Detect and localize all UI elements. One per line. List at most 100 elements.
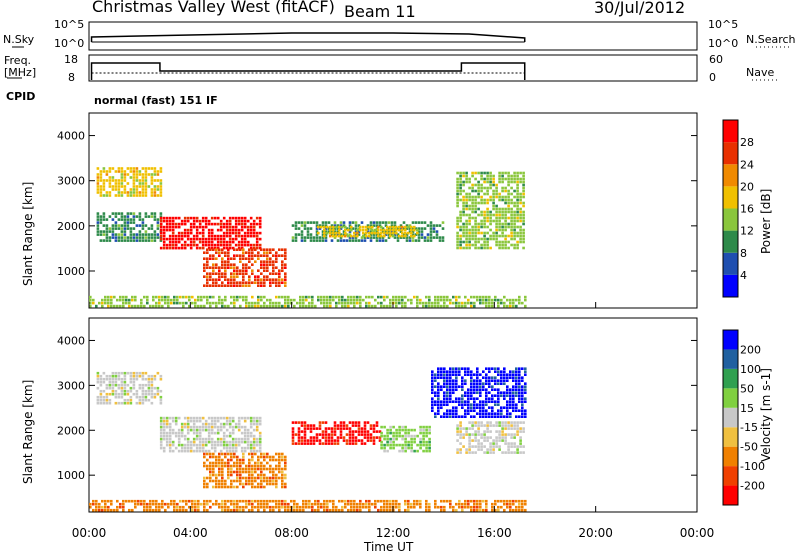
velocity-cell bbox=[462, 436, 465, 439]
velocity-cell bbox=[255, 425, 259, 429]
power-cell bbox=[359, 225, 362, 229]
velocity-cell bbox=[324, 439, 328, 442]
power-cell bbox=[114, 239, 118, 242]
power-cell bbox=[245, 269, 248, 272]
velocity-cell bbox=[260, 485, 263, 489]
power-cell bbox=[216, 228, 220, 232]
power-cell bbox=[89, 304, 92, 308]
velocity-cell bbox=[98, 502, 101, 506]
power-cell bbox=[462, 234, 465, 238]
power-cell bbox=[513, 234, 516, 238]
power-cell bbox=[501, 186, 504, 190]
power-cell bbox=[329, 301, 332, 305]
power-cell bbox=[456, 231, 459, 235]
power-cell bbox=[308, 304, 311, 308]
velocity-cell bbox=[132, 386, 136, 390]
velocity-cell bbox=[221, 458, 224, 462]
power-cell bbox=[459, 189, 462, 193]
power-cell bbox=[414, 227, 418, 230]
power-cell bbox=[150, 212, 154, 215]
velocity-cell bbox=[401, 449, 404, 453]
power-cell bbox=[387, 230, 391, 233]
power-cell bbox=[135, 191, 139, 194]
velocity-cell bbox=[492, 439, 495, 442]
velocity-cell bbox=[455, 373, 458, 376]
power-cell bbox=[380, 304, 383, 308]
power-cell bbox=[380, 225, 383, 229]
power-cell bbox=[242, 263, 245, 266]
power-cell bbox=[201, 216, 205, 220]
power-cell bbox=[206, 272, 209, 275]
velocity-colorbar-segment bbox=[723, 485, 738, 505]
power-cell bbox=[393, 221, 397, 224]
power-cell bbox=[212, 266, 215, 269]
velocity-cell bbox=[165, 416, 169, 420]
power-cell bbox=[518, 295, 521, 299]
power-cell bbox=[320, 298, 323, 302]
power-cell bbox=[243, 237, 247, 241]
power-cell bbox=[228, 228, 232, 232]
velocity-cell bbox=[207, 422, 211, 426]
power-cell bbox=[234, 231, 238, 235]
velocity-cell bbox=[437, 409, 440, 412]
velocity-cell bbox=[422, 449, 425, 453]
velocity-cell bbox=[249, 422, 253, 426]
velocity-cell bbox=[291, 427, 295, 430]
power-cell bbox=[258, 216, 262, 220]
power-cell bbox=[129, 194, 133, 197]
velocity-cell bbox=[251, 470, 254, 474]
velocity-cell bbox=[476, 397, 479, 400]
power-cell bbox=[351, 227, 355, 230]
power-cell bbox=[516, 243, 519, 247]
power-cell bbox=[486, 171, 489, 175]
power-cell bbox=[341, 304, 344, 308]
velocity-cell bbox=[368, 499, 371, 503]
velocity-cell bbox=[177, 428, 181, 432]
velocity-cell bbox=[239, 508, 242, 512]
power-cell bbox=[522, 234, 525, 238]
power-cell bbox=[303, 224, 307, 227]
velocity-cell bbox=[459, 433, 462, 436]
power-cell bbox=[269, 298, 272, 302]
power-cell bbox=[96, 191, 100, 194]
power-cell bbox=[117, 239, 121, 242]
velocity-cell bbox=[345, 442, 349, 445]
velocity-cell bbox=[207, 425, 211, 429]
velocity-cell bbox=[504, 442, 507, 445]
power-cell bbox=[413, 228, 416, 232]
velocity-cell bbox=[179, 505, 182, 509]
power-cell bbox=[132, 221, 136, 224]
velocity-cell bbox=[510, 442, 513, 445]
velocity-cell bbox=[383, 449, 386, 453]
power-cell bbox=[159, 179, 163, 182]
power-cell bbox=[432, 236, 436, 239]
power-cell bbox=[303, 221, 307, 224]
velocity-cell bbox=[141, 398, 145, 402]
power-cell bbox=[165, 243, 169, 247]
velocity-cell bbox=[413, 434, 416, 438]
velocity-cell bbox=[306, 439, 310, 442]
velocity-cell bbox=[467, 409, 470, 412]
velocity-cell bbox=[108, 401, 112, 405]
velocity-cell bbox=[266, 505, 269, 509]
power-cell bbox=[489, 171, 492, 175]
power-cell bbox=[108, 215, 112, 218]
power-cell bbox=[248, 301, 251, 305]
velocity-cell bbox=[254, 505, 257, 509]
power-cell bbox=[153, 191, 157, 194]
power-cell bbox=[342, 224, 346, 227]
power-cell bbox=[504, 207, 507, 211]
power-cell bbox=[156, 227, 160, 230]
power-cell bbox=[456, 222, 459, 226]
power-cell bbox=[107, 304, 110, 308]
velocity-cell bbox=[281, 476, 284, 480]
velocity-cell bbox=[386, 505, 389, 509]
power-cell bbox=[387, 221, 391, 224]
velocity-cell bbox=[413, 428, 416, 432]
velocity-cell bbox=[309, 442, 313, 445]
velocity-cell bbox=[263, 499, 266, 503]
power-cell bbox=[449, 301, 452, 305]
power-cell bbox=[260, 295, 263, 299]
power-cell bbox=[102, 167, 106, 170]
power-cell bbox=[156, 185, 160, 188]
